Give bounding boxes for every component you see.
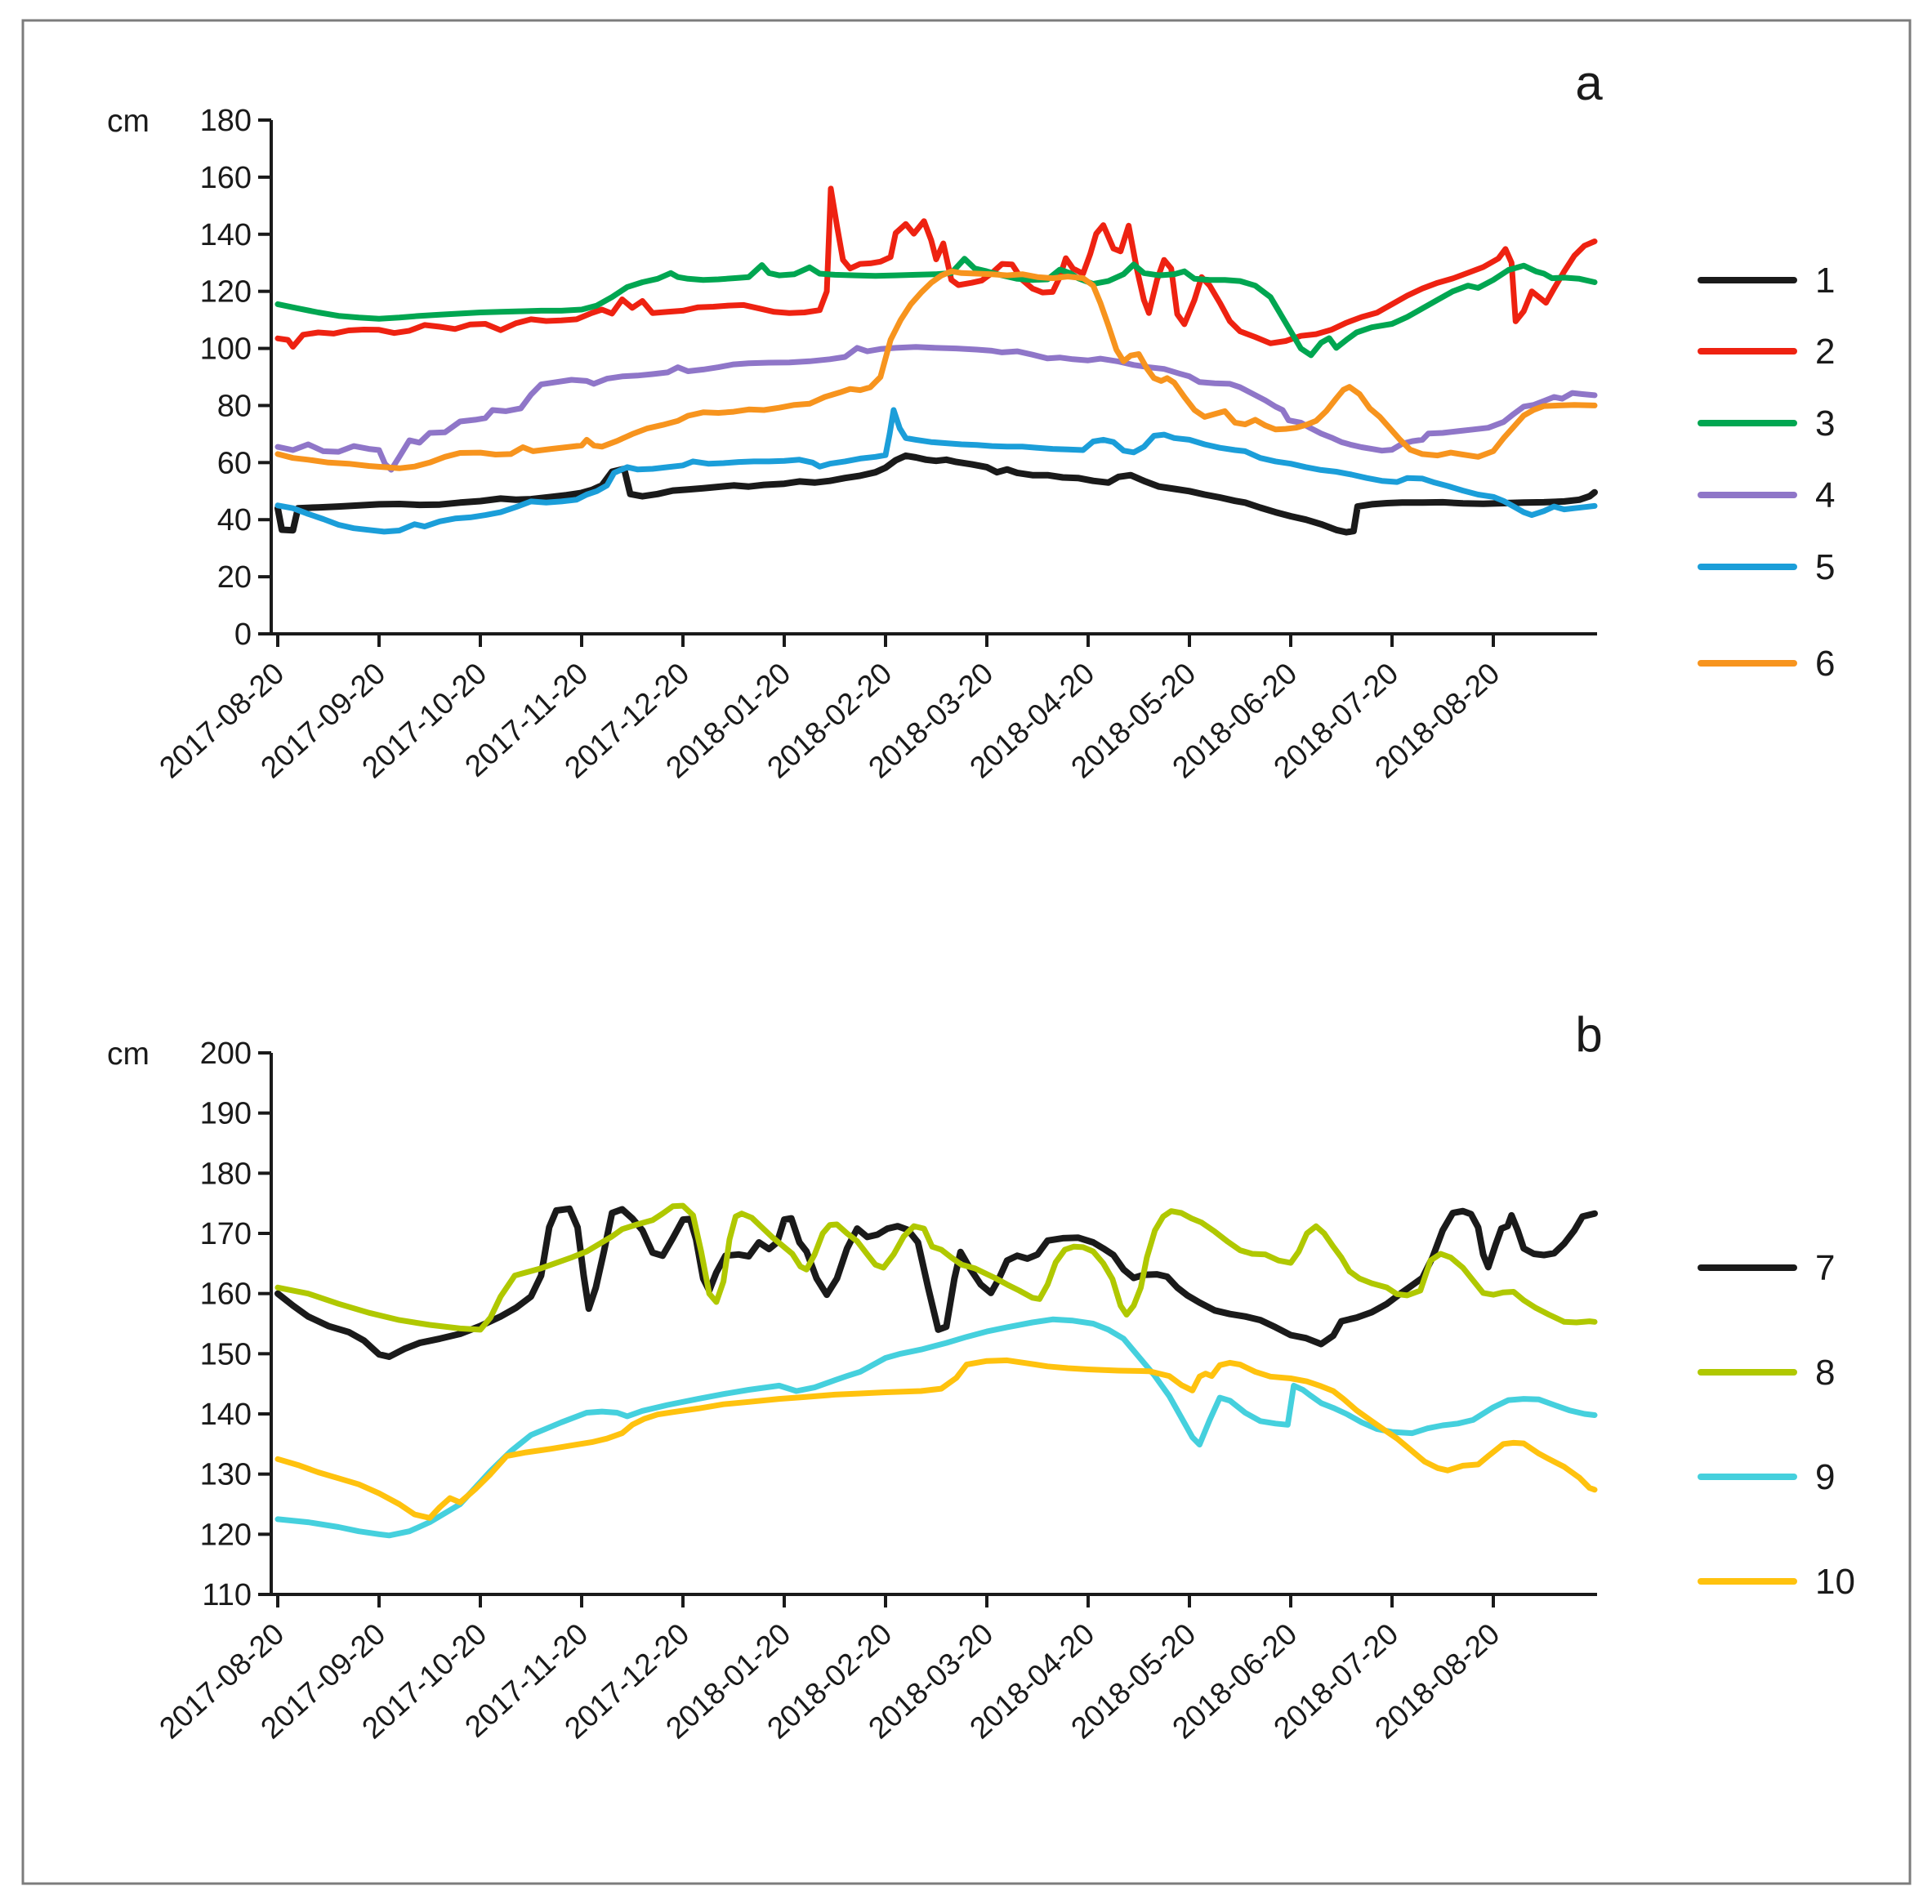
- page-frame: [21, 19, 1912, 1885]
- y-tick-label: 120: [200, 1518, 252, 1552]
- y-tick-label: 100: [200, 332, 252, 367]
- y-tick-label: 130: [200, 1458, 252, 1492]
- series-line-1: [274, 452, 1598, 536]
- series-line-6: [274, 268, 1598, 471]
- y-tick-label: 160: [200, 161, 252, 195]
- y-tick-label: 20: [217, 560, 252, 595]
- y-axis-unit-label: cm: [107, 1037, 149, 1072]
- series-line-8: [274, 1202, 1598, 1333]
- series-line-10: [274, 1357, 1598, 1521]
- y-tick-label: 140: [200, 218, 252, 252]
- y-tick-label: 170: [200, 1217, 252, 1251]
- y-tick-label: 150: [200, 1337, 252, 1371]
- y-tick-label: 40: [217, 503, 252, 537]
- y-tick-label: 190: [200, 1097, 252, 1131]
- y-tick-label: 160: [200, 1278, 252, 1312]
- series-line-3: [274, 256, 1598, 359]
- y-tick-label: 120: [200, 275, 252, 310]
- y-axis-unit-label: cm: [107, 104, 149, 139]
- y-tick-label: 180: [200, 104, 252, 138]
- y-tick-label: 200: [200, 1037, 252, 1071]
- legend-label: 10: [1815, 1562, 1855, 1602]
- y-tick-label: 110: [202, 1578, 252, 1612]
- y-tick-label: 0: [234, 618, 252, 652]
- legend-label: 3: [1815, 404, 1835, 444]
- legend-label: 4: [1815, 475, 1835, 515]
- legend-label: 6: [1815, 644, 1835, 684]
- legend-label: 8: [1815, 1353, 1835, 1393]
- y-tick-label: 80: [217, 389, 252, 423]
- legend-label: 7: [1815, 1248, 1835, 1288]
- series-line-5: [274, 407, 1598, 535]
- y-tick-label: 60: [217, 446, 252, 480]
- panel-label: b: [1575, 1007, 1602, 1062]
- legend-label: 2: [1815, 332, 1835, 372]
- legend-label: 5: [1815, 547, 1835, 587]
- legend-label: 9: [1815, 1457, 1835, 1497]
- panel-label: a: [1575, 56, 1603, 110]
- y-tick-label: 140: [200, 1398, 252, 1432]
- y-tick-label: 180: [200, 1157, 252, 1191]
- series-line-9: [274, 1316, 1598, 1539]
- legend-label: 1: [1815, 261, 1835, 301]
